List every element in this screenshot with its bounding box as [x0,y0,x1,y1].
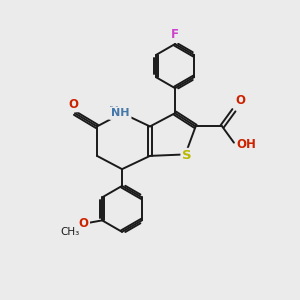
Text: O: O [68,98,78,111]
Text: H: H [115,107,124,117]
Text: O: O [236,94,245,107]
Text: OH: OH [237,138,257,151]
Text: O: O [79,217,88,230]
Text: F: F [171,28,179,41]
Text: NH: NH [111,108,130,118]
Text: N: N [109,105,119,118]
Text: S: S [182,149,192,162]
Text: CH₃: CH₃ [60,227,80,237]
